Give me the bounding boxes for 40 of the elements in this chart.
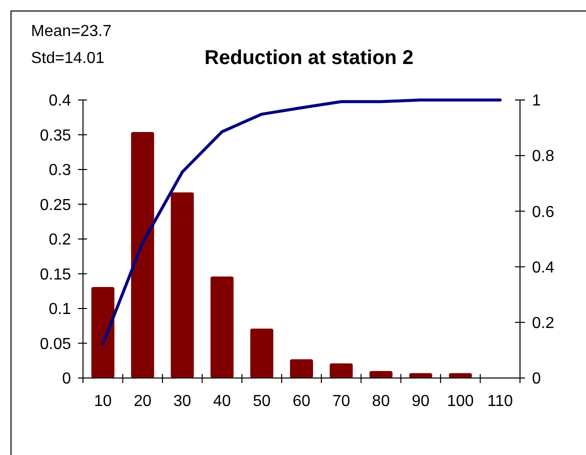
y-tick-label: 0.05	[40, 336, 72, 353]
y-tick-label: 0.4	[48, 92, 72, 110]
x-tick-label: 70	[332, 393, 350, 410]
x-tick-label: 100	[447, 393, 474, 410]
x-tick-label: 90	[412, 393, 430, 410]
bar	[250, 328, 274, 378]
y2-tick-label: 1	[532, 92, 541, 110]
x-tick-label: 40	[213, 393, 232, 410]
bar	[210, 276, 234, 378]
line-series	[101, 98, 502, 346]
x-tick-label: 110	[487, 393, 513, 410]
bar	[369, 371, 392, 378]
bar	[448, 373, 472, 378]
x-tick-label: 50	[252, 393, 271, 410]
y2-tick-label: 0.8	[532, 148, 554, 166]
x-tick-label: 80	[372, 393, 390, 410]
y-tick-label: 0.15	[40, 266, 72, 284]
bar	[170, 192, 194, 378]
x-tick-label: 30	[173, 393, 192, 410]
x-tick-label: 10	[94, 393, 112, 410]
text: Std=14.01	[31, 50, 104, 67]
bar	[330, 363, 353, 378]
y-tick-label: 0.1	[48, 301, 72, 318]
chart-title: Reduction at station 2	[204, 47, 414, 69]
x-tick-label: 60	[292, 393, 310, 410]
y2-tick-label: 0	[532, 370, 541, 388]
bar	[409, 373, 432, 378]
bar	[131, 132, 154, 378]
y-tick-label: 0.35	[40, 127, 72, 144]
bar	[91, 286, 114, 378]
y2-tick-label: 0.2	[532, 315, 554, 332]
y-tick-label: 0.2	[48, 232, 72, 249]
text: Mean=23.7	[31, 23, 112, 40]
y-tick-label: 0.3	[48, 162, 72, 180]
y-tick-label: 0	[62, 370, 72, 388]
x-tick-label: 20	[134, 393, 152, 410]
y-tick-label: 0.25	[40, 196, 72, 214]
bar	[290, 359, 314, 378]
y2-tick-label: 0.4	[532, 259, 554, 276]
y2-tick-label: 0.6	[532, 204, 554, 221]
